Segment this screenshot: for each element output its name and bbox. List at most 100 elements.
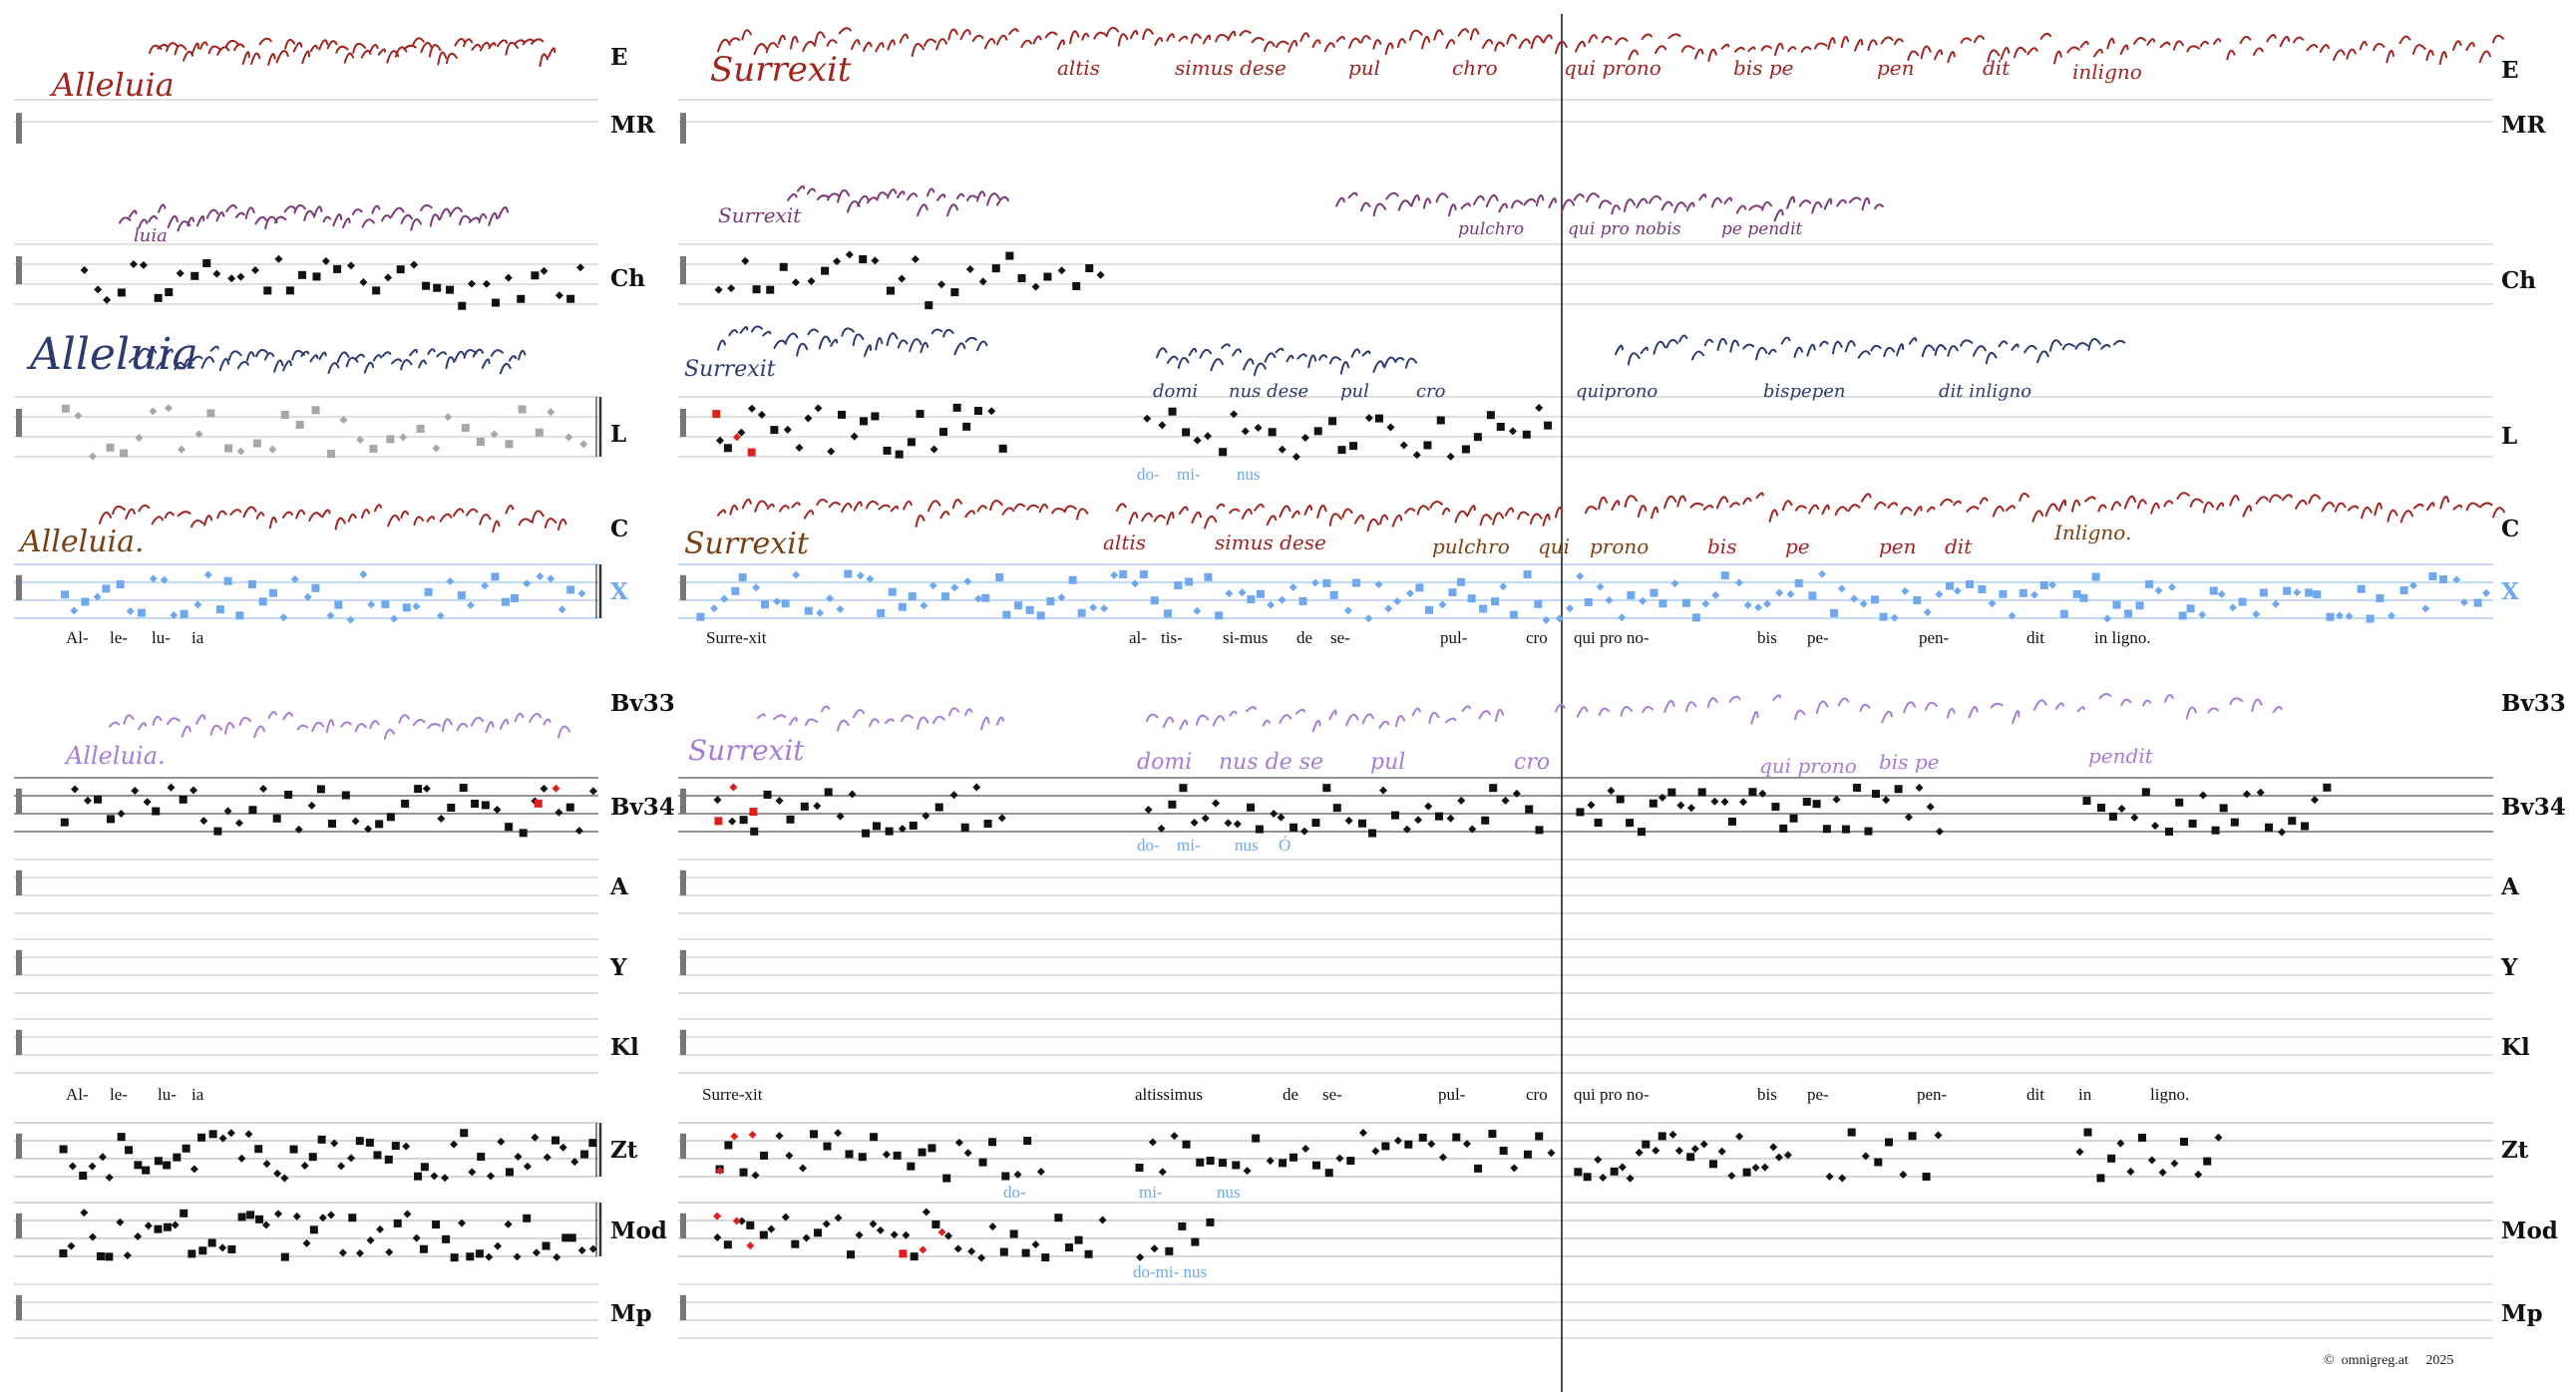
note-bv34-s2b-9 <box>1247 803 1256 812</box>
neume-ch-s2b-14 <box>1510 199 1523 209</box>
neume-e-s1-13 <box>258 37 272 46</box>
neume-c-s2c-36 <box>2057 499 2067 513</box>
neume-ch-s2b-10 <box>1460 202 1471 209</box>
neume-c-s2b-16 <box>1316 505 1327 520</box>
note-l-s2a-2 <box>737 428 746 437</box>
neume-e-s2a-67 <box>1530 35 1544 50</box>
note-zt-s1-13 <box>182 1144 190 1153</box>
note-bv34-s2c-34 <box>1926 803 1935 812</box>
note-bv34-s2b-11 <box>1270 809 1279 818</box>
note-x-s1-3 <box>93 592 102 601</box>
neume-e-s2a-59 <box>1433 29 1444 41</box>
note-l-s2a-21 <box>952 403 961 412</box>
note-l-s2b-8 <box>1241 427 1250 436</box>
note-zt-s2a-13 <box>870 1133 879 1142</box>
note-mod-s1-23 <box>273 1210 282 1218</box>
note-l-s1-25 <box>432 444 441 453</box>
note-mod-s1-49 <box>513 1252 522 1261</box>
neume-l-s2c-26 <box>1947 345 1959 357</box>
neume-c-s1-26 <box>439 513 453 522</box>
neume-ch-s2b-21 <box>1598 199 1613 209</box>
neume-ch-s1-37 <box>478 212 488 224</box>
note-x-s2-11 <box>816 608 825 617</box>
neume-e-s2b-53 <box>2279 35 2291 48</box>
siglum-right-y: Y <box>2501 954 2518 981</box>
note-x-s2-102 <box>1775 588 1784 597</box>
note-x-s1-43 <box>536 571 545 580</box>
note-mod-s2a-3 <box>746 1220 755 1229</box>
neume-e-s1-35 <box>445 52 458 65</box>
neume-l-s2c-24 <box>1921 344 1936 358</box>
neume-e-s2a-54 <box>1372 39 1382 50</box>
neume-l-s2c-7 <box>1703 338 1714 347</box>
neume-ch-s2a-2 <box>807 187 817 195</box>
neume-l-s1-15 <box>264 352 275 361</box>
note-bv34-s2b-32 <box>1501 796 1510 805</box>
neume-c-s2b-7 <box>1204 515 1218 529</box>
note-zt-s2c-9 <box>1652 1146 1660 1155</box>
note-mod-s1-7 <box>123 1251 132 1260</box>
neume-c-s2c-52 <box>2268 494 2282 504</box>
note-bv34-s2b-13 <box>1289 823 1298 832</box>
neume-e-s1-30 <box>403 44 417 51</box>
clef-a-s2 <box>680 870 686 895</box>
neume-c-s1-9 <box>216 510 227 520</box>
neume-c-s1-31 <box>505 505 515 515</box>
neume-bv33-s2b-0 <box>1146 713 1159 722</box>
note-x-s2-67 <box>1405 589 1414 598</box>
note-x-s1-20 <box>279 613 288 622</box>
note-ch-s1-40 <box>566 294 575 303</box>
neume-c-s2b-19 <box>1353 514 1365 524</box>
note-x-s2-121 <box>1978 584 1987 593</box>
neume-ch-s2b-2 <box>1360 201 1371 212</box>
note-l-s2a-6 <box>783 425 792 434</box>
note-x-s2-22 <box>928 581 937 590</box>
note-zt-s2a-8 <box>810 1130 819 1139</box>
note-bv34-s1-11 <box>188 786 197 795</box>
note-zt-s2b-2 <box>1158 1168 1167 1177</box>
note-bv34-s1-10 <box>179 795 187 804</box>
note-zt-s1-48 <box>505 1168 514 1177</box>
note-zt-s2b-30 <box>1488 1130 1497 1139</box>
note-x-s2-159 <box>2376 594 2385 603</box>
note-mod-s2a-4 <box>759 1230 768 1239</box>
neume-e-s2b-54 <box>2293 36 2305 44</box>
x-lyric-s2-10: pe- <box>1807 628 1829 647</box>
note-x-s2-6 <box>761 600 770 609</box>
note-zt-s1-44 <box>468 1168 477 1177</box>
neume-bv33-s2c-0 <box>1555 703 1566 713</box>
note-bv34-s2b-16 <box>1322 784 1331 793</box>
neume-l-s2c-4 <box>1665 338 1679 349</box>
note-bv34-s2d-3 <box>2117 805 2126 814</box>
neume-ch-s1-25 <box>361 218 375 228</box>
note-mod-s1-42 <box>450 1253 459 1262</box>
note-x-s1-38 <box>481 581 490 590</box>
note-zt-s1-33 <box>365 1138 374 1147</box>
note-bv34-s2b-29 <box>1468 825 1477 834</box>
note-mod-s2a-15 <box>876 1225 885 1234</box>
neume-l-s2c-31 <box>2011 343 2020 351</box>
neume-l-s2b-17 <box>1339 361 1350 375</box>
note-x-s2-59 <box>1322 578 1331 587</box>
note-zt-s2b-7 <box>1218 1159 1227 1168</box>
neume-bv33-s2b-21 <box>1495 708 1505 723</box>
note-zt-s2c-10 <box>1657 1132 1666 1141</box>
note-l-s1-21 <box>369 445 378 454</box>
note-zt-s2b-28 <box>1462 1140 1471 1149</box>
note-mod-s2a-13 <box>855 1230 864 1239</box>
neume-bv33-s1-12 <box>282 711 293 721</box>
note-l-s1-33 <box>547 408 555 417</box>
note-l-s2b-22 <box>1412 451 1421 460</box>
note-ch-s1-25 <box>384 273 393 282</box>
x-lyric-s2-5: se- <box>1330 628 1350 647</box>
note-zt-s2c-4 <box>1610 1167 1619 1176</box>
note-zt-s2a-5 <box>775 1132 784 1141</box>
note-zt-s2a-18 <box>927 1144 936 1153</box>
note-zt-s2e-6 <box>2138 1133 2147 1142</box>
note-bv34-s1-23 <box>328 820 337 829</box>
neume-e-s2a-20 <box>959 29 971 41</box>
neume-l-s2c-10 <box>1742 343 1755 350</box>
neume-ch-s1-26 <box>371 204 381 214</box>
note-zt-s2b-0 <box>1135 1163 1144 1172</box>
note-zt-s2b-32 <box>1510 1164 1519 1173</box>
